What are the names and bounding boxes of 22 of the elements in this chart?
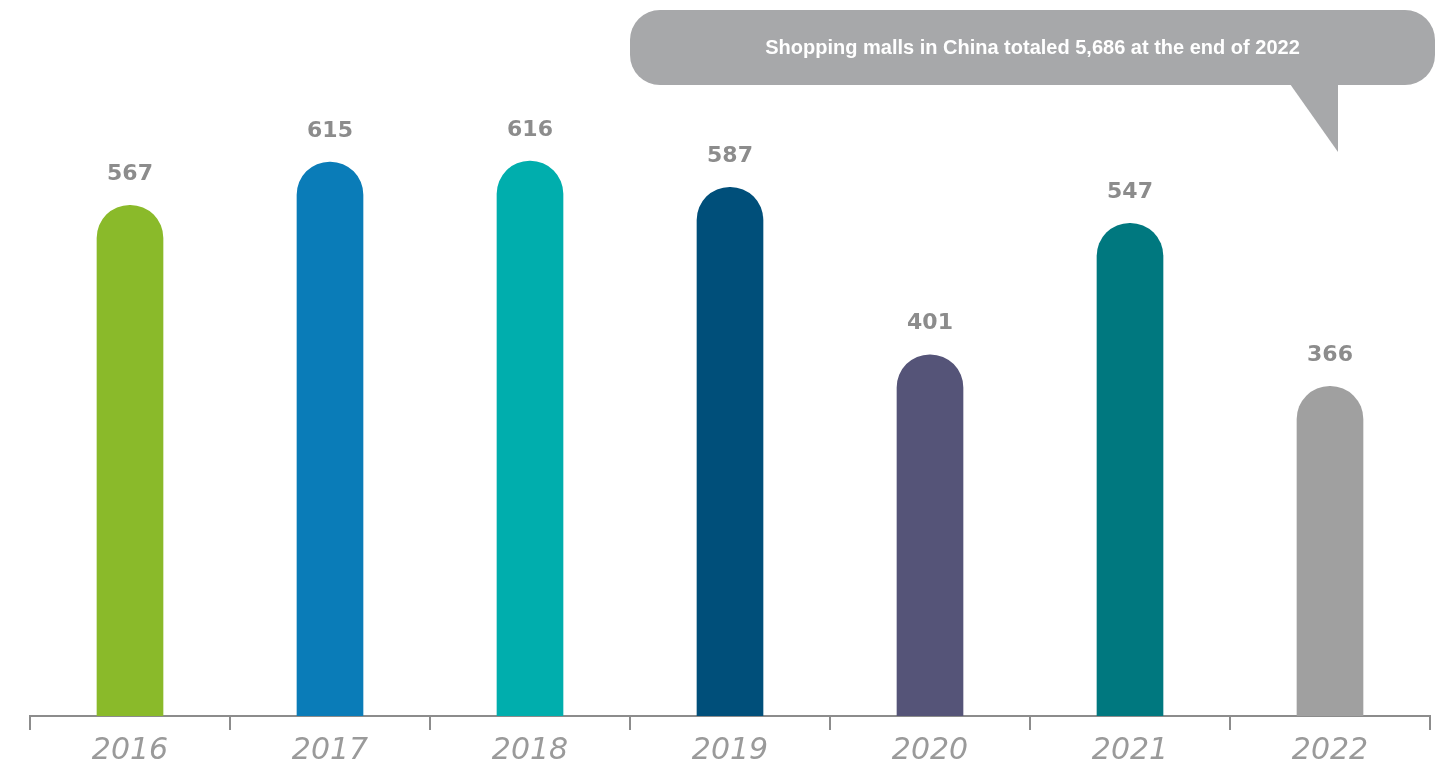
bar xyxy=(96,204,164,716)
text: Shopping malls in China totaled 5,686 at the end of 2022 xyxy=(630,10,1435,85)
bar xyxy=(496,160,564,716)
data-label: 615 xyxy=(307,116,353,142)
bar xyxy=(1096,222,1164,716)
x-tick-label: 2017 xyxy=(291,730,369,766)
data-label: 401 xyxy=(907,309,953,335)
bar xyxy=(1296,385,1364,716)
data-label: 547 xyxy=(1107,177,1153,203)
x-tick-label: 2020 xyxy=(891,730,969,766)
x-tick-label: 2021 xyxy=(1091,730,1169,766)
data-label: 567 xyxy=(107,159,153,185)
data-label: 616 xyxy=(507,115,553,141)
data-label: 587 xyxy=(707,141,753,167)
bar xyxy=(296,161,364,716)
data-label: 366 xyxy=(1307,341,1353,367)
x-tick-label: 2018 xyxy=(491,730,569,766)
x-tick-label: 2019 xyxy=(691,730,769,766)
bar xyxy=(696,186,764,716)
x-tick-label: 2016 xyxy=(91,730,169,766)
bar xyxy=(896,354,964,716)
x-tick-label: 2022 xyxy=(1291,730,1369,766)
